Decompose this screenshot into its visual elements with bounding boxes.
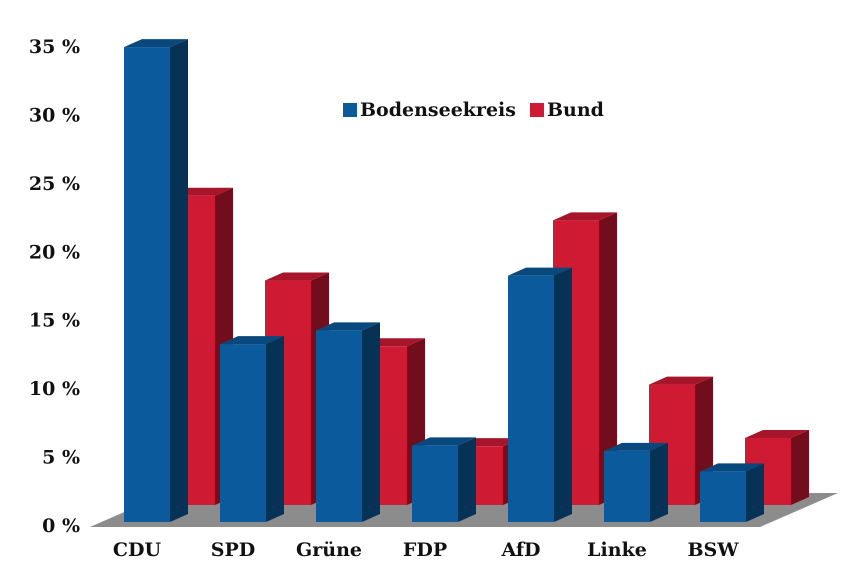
bar-side: [554, 267, 572, 522]
bar-top: [124, 39, 188, 48]
bar-top: [604, 442, 668, 451]
bar-top: [265, 272, 329, 281]
legend-label: Bodenseekreis: [360, 99, 516, 121]
legend-swatch: [529, 103, 544, 117]
x-tick-label: Grüne: [296, 539, 362, 561]
bar: [412, 445, 458, 522]
bar: [700, 471, 746, 522]
bar-top: [316, 322, 380, 331]
y-tick-label: 0 %: [42, 515, 80, 537]
bar-top: [553, 212, 617, 221]
bar-side: [650, 442, 668, 522]
x-tick-label: SPD: [211, 539, 256, 561]
bar-side: [599, 212, 617, 505]
x-tick-label: Linke: [587, 539, 647, 561]
bar: [124, 47, 170, 522]
y-tick-label: 10 %: [29, 378, 80, 400]
legend-label: Bund: [547, 99, 604, 121]
x-tick-label: CDU: [113, 539, 162, 561]
bar-side: [170, 39, 188, 522]
bar-top: [412, 437, 476, 446]
bar-top: [649, 376, 713, 385]
bar-top: [745, 429, 809, 438]
y-tick-label: 15 %: [29, 310, 80, 332]
bar: [508, 275, 554, 522]
x-tick-label: BSW: [687, 539, 739, 561]
legend-swatch: [343, 103, 357, 117]
bar-top: [220, 336, 284, 345]
x-tick-label: AfD: [500, 539, 540, 561]
y-tick-label: 35 %: [29, 36, 80, 58]
x-tick-label: FDP: [403, 539, 447, 561]
y-tick-label: 5 %: [42, 447, 80, 469]
bar-top: [508, 267, 572, 276]
bar-side: [362, 322, 380, 522]
bar: [220, 344, 266, 522]
bar-side: [458, 437, 476, 522]
bar: [316, 330, 362, 522]
y-tick-label: 30 %: [29, 104, 80, 126]
bar-top: [700, 463, 764, 472]
y-tick-label: 20 %: [29, 241, 80, 263]
bar: [604, 450, 650, 522]
bar-side: [746, 463, 764, 522]
bar-side: [791, 429, 809, 505]
y-tick-label: 25 %: [29, 173, 80, 195]
bar-side: [266, 336, 284, 522]
